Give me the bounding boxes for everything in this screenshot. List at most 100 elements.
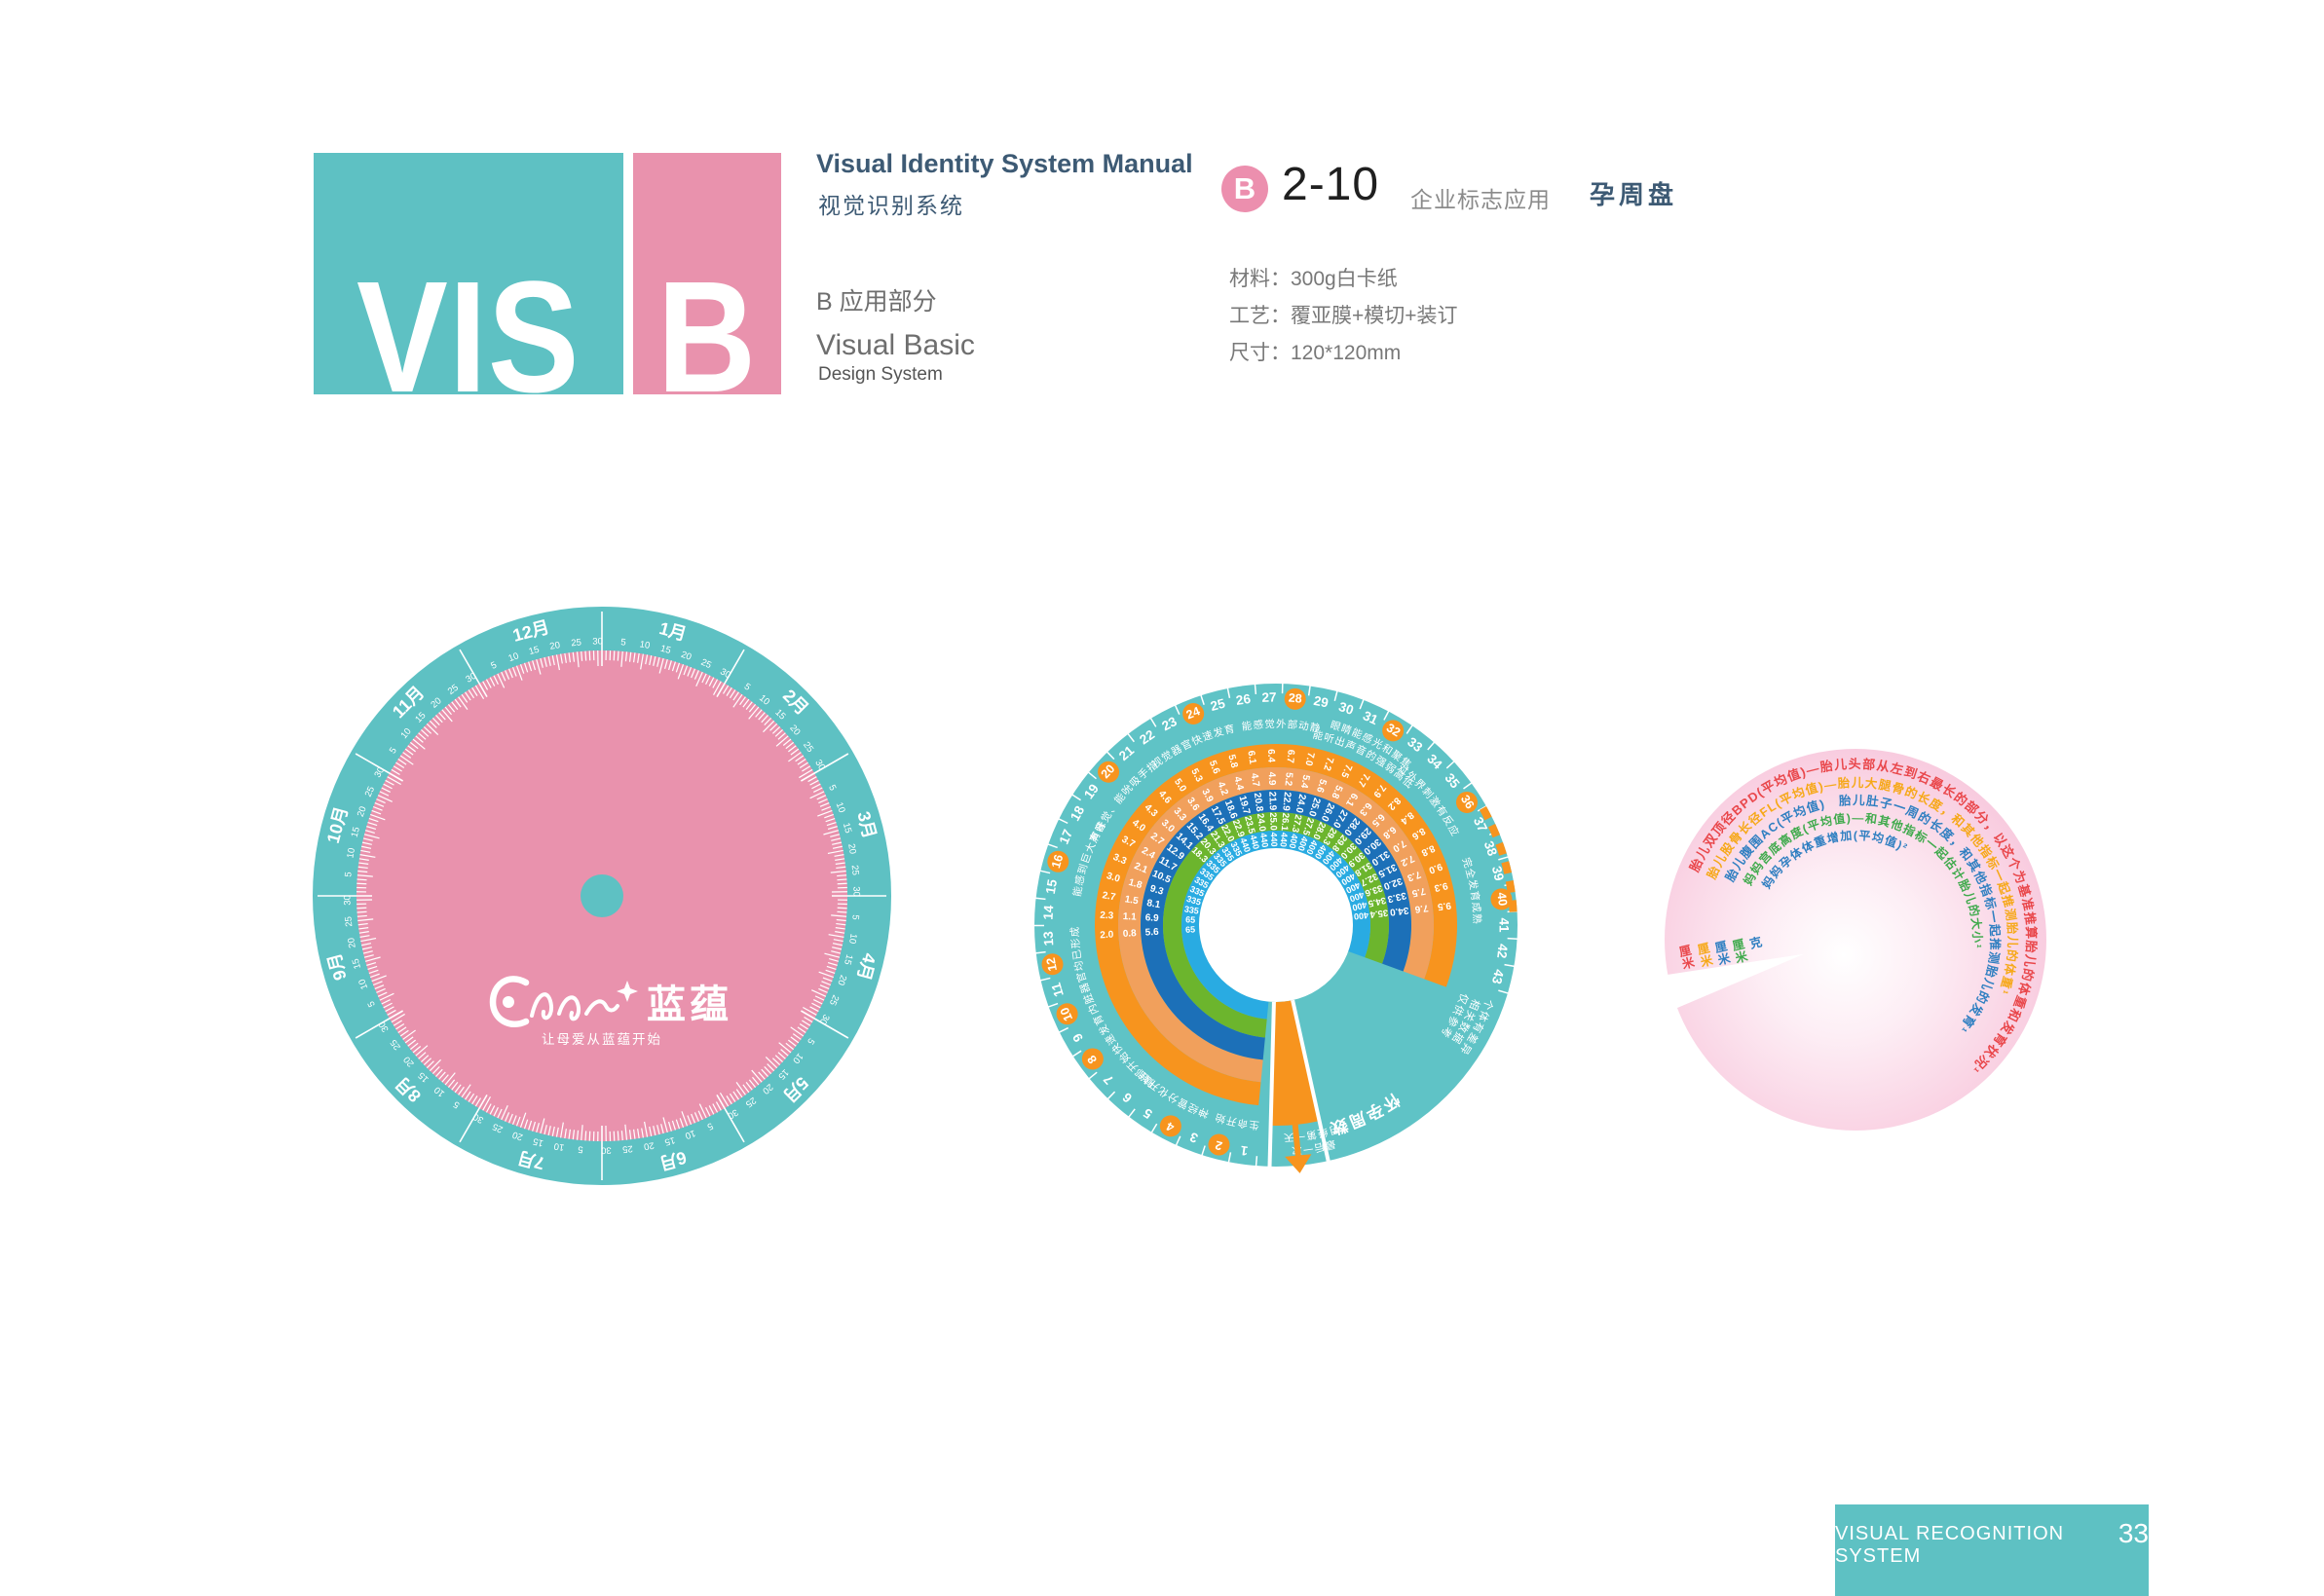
svg-text:25: 25 <box>622 1143 634 1155</box>
svg-text:400: 400 <box>1288 834 1300 850</box>
svg-text:65: 65 <box>1185 924 1196 935</box>
measurement-info-wheel-disc: 胎儿双顶径BPD(平均值)—胎儿头部从左到右最长的部分，以这个为基准推算胎儿的体… <box>1662 746 2049 1138</box>
svg-text:15: 15 <box>532 1135 544 1148</box>
svg-text:5: 5 <box>620 637 626 648</box>
svg-text:20: 20 <box>356 805 369 819</box>
spec-material: 材料：300g白卡纸 <box>1229 268 1398 290</box>
svg-text:20: 20 <box>835 974 848 987</box>
svg-text:8.1: 8.1 <box>1146 898 1162 910</box>
svg-text:16: 16 <box>1049 853 1066 870</box>
footer-page-number: 33 <box>2118 1518 2149 1548</box>
svg-text:30: 30 <box>1337 699 1356 718</box>
svg-text:1.1: 1.1 <box>1122 911 1137 923</box>
svg-text:9.3: 9.3 <box>1148 883 1165 898</box>
svg-text:15: 15 <box>350 826 362 838</box>
manual-title-cn: 视觉识别系统 <box>818 193 964 218</box>
svg-text:2.7: 2.7 <box>1102 890 1117 903</box>
svg-text:30: 30 <box>592 636 603 647</box>
svg-text:400: 400 <box>1353 910 1368 922</box>
svg-text:12: 12 <box>1044 956 1060 972</box>
svg-text:10: 10 <box>356 978 370 991</box>
svg-text:25: 25 <box>827 993 841 1007</box>
svg-text:41: 41 <box>1496 917 1511 933</box>
svg-text:10: 10 <box>345 847 357 859</box>
svg-text:335: 335 <box>1183 904 1200 915</box>
svg-text:15: 15 <box>841 822 853 835</box>
section-title-en: Visual Basic <box>816 329 975 361</box>
spec-size: 尺寸：120*120mm <box>1229 342 1402 364</box>
svg-text:10: 10 <box>553 1140 565 1153</box>
svg-text:25: 25 <box>363 785 377 798</box>
manual-title-en: Visual Identity System Manual <box>816 149 1193 178</box>
svg-text:20.8: 20.8 <box>1252 792 1265 812</box>
measurement-info-wheel-svg: 胎儿双顶径BPD(平均值)—胎儿头部从左到右最长的部分，以这个为基准推算胎儿的体… <box>1664 749 2046 1131</box>
svg-text:43: 43 <box>1489 968 1507 986</box>
svg-text:10: 10 <box>506 650 520 664</box>
svg-text:5.6: 5.6 <box>1314 777 1329 794</box>
svg-text:5.8: 5.8 <box>1225 754 1239 770</box>
svg-text:5: 5 <box>826 783 838 792</box>
svg-text:22: 22 <box>1137 727 1157 748</box>
svg-text:20: 20 <box>680 650 693 663</box>
product-specs: 材料：300g白卡纸 工艺：覆亚膜+模切+装订 尺寸：120*120mm <box>1229 261 1458 372</box>
svg-text:5.4: 5.4 <box>1298 774 1312 790</box>
svg-text:9.3: 9.3 <box>1433 879 1448 893</box>
svg-text:33.3: 33.3 <box>1386 889 1407 904</box>
svg-text:15: 15 <box>663 1134 676 1147</box>
svg-text:5: 5 <box>849 914 860 920</box>
svg-text:34.5: 34.5 <box>1367 894 1387 909</box>
svg-text:7.6: 7.6 <box>1414 902 1430 914</box>
svg-text:2: 2 <box>1214 1138 1223 1153</box>
svg-text:2.0: 2.0 <box>1100 930 1114 942</box>
svg-text:6.9: 6.9 <box>1144 912 1159 924</box>
svg-text:5: 5 <box>388 746 399 757</box>
svg-text:27: 27 <box>1261 689 1276 704</box>
svg-text:克: 克 <box>1748 934 1764 951</box>
month-dial-disc: 1月 5 10 15 20 25 30 2月 5 10 15 20 25 30 3月 5 10 15 20 25 30 4… <box>304 598 900 1199</box>
svg-text:23: 23 <box>1159 714 1180 734</box>
section-code-label: 企业标志应用 <box>1410 187 1551 212</box>
svg-text:5: 5 <box>366 999 378 1008</box>
svg-text:20: 20 <box>845 843 858 855</box>
svg-text:让母爱从蓝蕴开始: 让母爱从蓝蕴开始 <box>542 1032 662 1047</box>
svg-text:25: 25 <box>343 916 355 928</box>
svg-text:厘米: 厘米 <box>1730 936 1749 966</box>
page-subject: 孕周盘 <box>1590 180 1678 209</box>
svg-text:蓝蕴: 蓝蕴 <box>647 984 732 1026</box>
svg-text:25: 25 <box>389 1037 403 1052</box>
svg-text:厘米: 厘米 <box>1712 938 1732 968</box>
svg-text:14: 14 <box>1041 905 1057 920</box>
svg-text:5.2: 5.2 <box>1282 772 1293 787</box>
svg-text:10: 10 <box>1058 1005 1075 1022</box>
svg-text:10: 10 <box>834 800 847 814</box>
svg-text:9.5: 9.5 <box>1437 900 1452 912</box>
svg-text:400: 400 <box>1348 890 1366 904</box>
svg-text:30: 30 <box>342 895 353 906</box>
svg-text:15: 15 <box>528 645 541 657</box>
svg-text:440: 440 <box>1269 832 1279 846</box>
svg-text:0.8: 0.8 <box>1123 928 1138 940</box>
svg-text:3.0: 3.0 <box>1106 871 1122 885</box>
svg-text:13: 13 <box>1041 930 1057 946</box>
gestation-week-wheel-disc: 1 2 3 4 5 6 7 8 9 10 11 12 13 14 15 16 17 18 19 20 21 22 23 24 2… <box>1023 677 1529 1193</box>
svg-text:32: 32 <box>1384 721 1403 739</box>
section-subtitle: Design System <box>818 364 943 385</box>
svg-text:40: 40 <box>1494 892 1510 907</box>
svg-text:11: 11 <box>1048 981 1067 998</box>
svg-text:厘米: 厘米 <box>1676 943 1696 973</box>
svg-text:20: 20 <box>643 1139 655 1152</box>
svg-text:18: 18 <box>1068 803 1088 824</box>
svg-text:7.5: 7.5 <box>1338 762 1354 780</box>
svg-text:36: 36 <box>1458 793 1477 811</box>
svg-text:7.2: 7.2 <box>1321 756 1335 772</box>
svg-text:20: 20 <box>346 937 358 948</box>
svg-text:2.1: 2.1 <box>1133 861 1149 876</box>
svg-text:5: 5 <box>705 1120 714 1132</box>
svg-text:6.1: 6.1 <box>1245 750 1257 765</box>
svg-text:440: 440 <box>1278 832 1289 847</box>
svg-text:22.9: 22.9 <box>1280 792 1293 812</box>
svg-text:440: 440 <box>1248 834 1261 850</box>
svg-text:27.3: 27.3 <box>1290 813 1303 833</box>
svg-text:25: 25 <box>849 865 861 876</box>
